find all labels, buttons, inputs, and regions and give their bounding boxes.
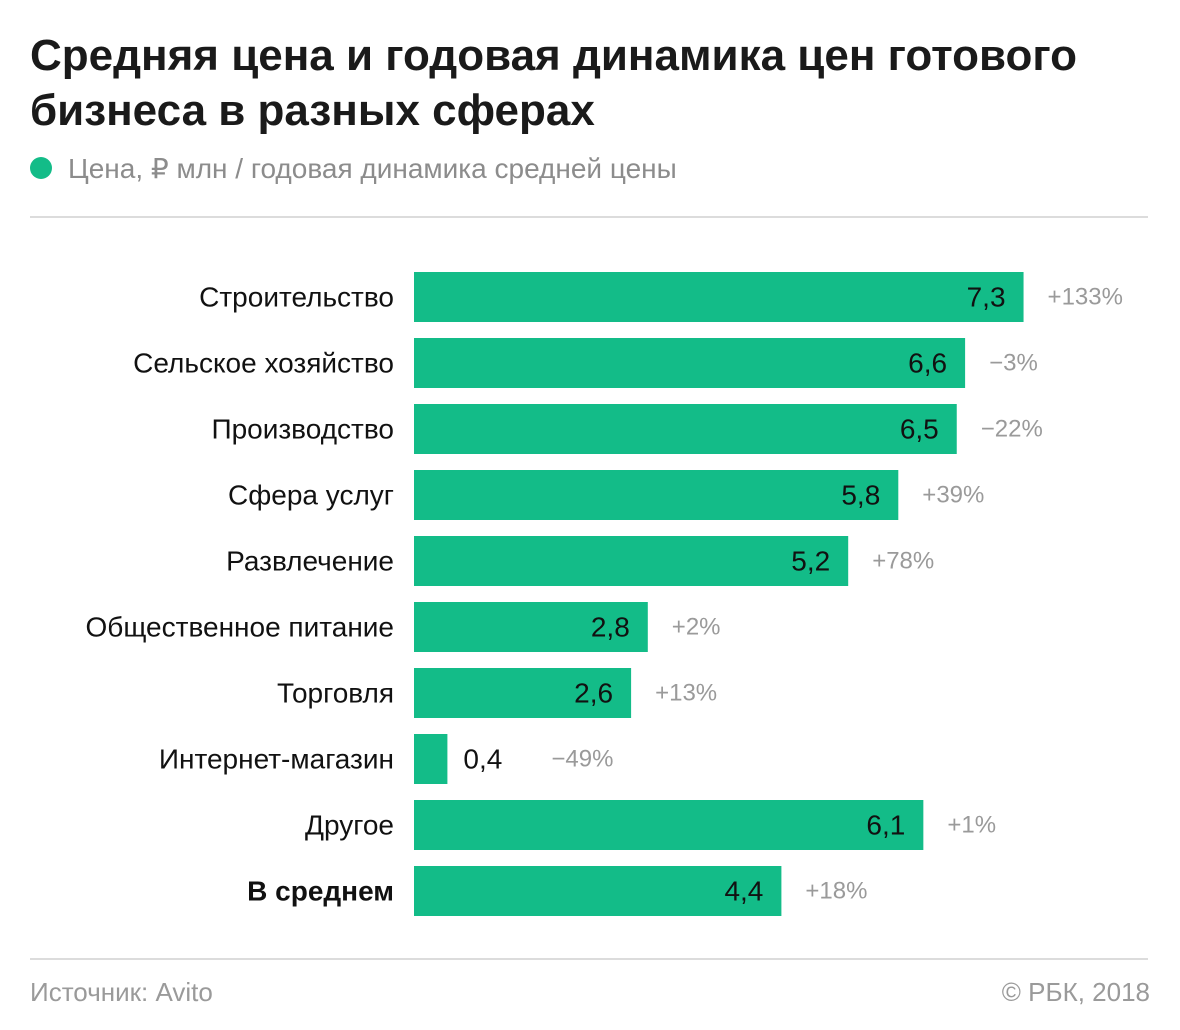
bar: [414, 668, 632, 718]
bar-row: В среднем 4,4 +18%: [247, 866, 867, 916]
bar-row: Производство 6,5 −22%: [211, 404, 1043, 454]
change-label: +78%: [872, 548, 934, 575]
change-label: −49%: [551, 746, 613, 773]
bar-row: Строительство 7,3 +133%: [199, 272, 1123, 322]
bottom-divider: [30, 958, 1148, 960]
value-label: 0,4: [463, 744, 502, 775]
value-label: 2,6: [574, 678, 613, 709]
category-label: Развлечение: [226, 546, 394, 577]
legend-label: Цена, ₽ млн / годовая динамика средней ц…: [68, 152, 677, 184]
bar: [414, 800, 924, 850]
bar: [414, 470, 899, 520]
change-label: +133%: [1048, 284, 1123, 311]
change-label: −22%: [981, 416, 1043, 443]
value-label: 4,4: [724, 876, 763, 907]
bar: [414, 602, 648, 652]
bar: [414, 338, 966, 388]
bar: [414, 536, 849, 586]
category-label: В среднем: [247, 876, 394, 907]
category-label: Сельское хозяйство: [133, 348, 394, 379]
category-label: Интернет-магазин: [159, 744, 394, 775]
value-label: 7,3: [967, 282, 1006, 313]
category-label: Производство: [211, 414, 394, 445]
bar: [414, 404, 957, 454]
category-label: Сфера услуг: [228, 480, 394, 511]
bar: [414, 272, 1024, 322]
category-label: Общественное питание: [86, 612, 394, 643]
bar: [414, 734, 448, 784]
category-label: Торговля: [277, 678, 394, 709]
value-label: 2,8: [591, 612, 630, 643]
bar-row: Интернет-магазин 0,4 −49%: [159, 734, 613, 784]
category-label: Другое: [305, 810, 394, 841]
category-label: Строительство: [199, 282, 394, 313]
bar-row: Торговля 2,6 +13%: [277, 668, 717, 718]
legend: Цена, ₽ млн / годовая динамика средней ц…: [30, 148, 677, 188]
change-label: +13%: [655, 680, 717, 707]
value-label: 5,2: [791, 546, 830, 577]
bar-row: Общественное питание 2,8 +2%: [86, 602, 721, 652]
value-label: 6,6: [908, 348, 947, 379]
change-label: +39%: [922, 482, 984, 509]
value-label: 6,1: [866, 810, 905, 841]
bar: [414, 866, 782, 916]
source-note: Источник: Avito: [30, 977, 213, 1007]
bar-row: Развлечение 5,2 +78%: [226, 536, 934, 586]
change-label: +18%: [805, 878, 867, 905]
value-label: 6,5: [900, 414, 939, 445]
legend-marker: [30, 157, 52, 179]
change-label: −3%: [989, 350, 1038, 377]
change-label: +2%: [672, 614, 721, 641]
change-label: +1%: [947, 812, 996, 839]
bar-row: Другое 6,1 +1%: [305, 800, 996, 850]
bar-row: Сельское хозяйство 6,6 −3%: [133, 338, 1038, 388]
value-label: 5,8: [841, 480, 880, 511]
top-divider: [30, 216, 1148, 218]
copyright-note: © РБК, 2018: [1001, 977, 1150, 1007]
bar-row: Сфера услуг 5,8 +39%: [228, 470, 984, 520]
chart-title: Средняя цена и годовая динамика цен гото…: [30, 31, 1077, 135]
